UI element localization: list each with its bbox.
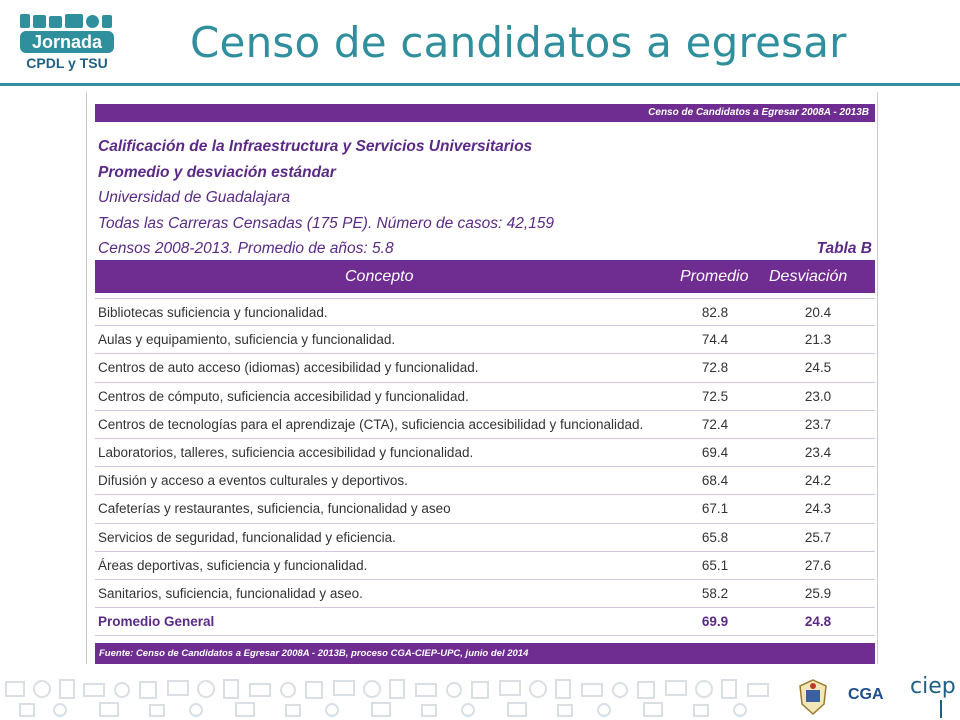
table-row: Difusión y acceso a eventos culturales y…	[95, 467, 875, 496]
table-row: Servicios de seguridad, funcionalidad y …	[95, 524, 875, 552]
row-concept: Áreas deportivas, suficiencia y funciona…	[98, 557, 368, 573]
row-promedio: 65.8	[701, 529, 729, 545]
row-promedio: 74.4	[701, 332, 729, 348]
table-row: Aulas y equipamiento, suficiencia y func…	[95, 326, 875, 355]
book-icon	[102, 15, 112, 28]
logo-jornada: Jornada	[20, 31, 114, 53]
row-promedio: 69.4	[701, 444, 729, 460]
table-header: Concepto Promedio Desviación	[95, 260, 875, 293]
row-concept: Difusión y acceso a eventos culturales y…	[98, 473, 408, 489]
table-info-block: Calificación de la Infraestructura y Ser…	[98, 134, 874, 262]
row-promedio: 82.8	[701, 305, 729, 320]
header-divider	[0, 83, 960, 86]
row-desviacion: 25.9	[804, 585, 832, 601]
row-desviacion: 23.7	[804, 416, 832, 432]
jornada-logo: Jornada CPDL y TSU	[20, 8, 120, 74]
decorative-icon-pattern	[5, 679, 769, 717]
row-promedio: 67.1	[701, 501, 729, 517]
info-cases: Todas las Carreras Censadas (175 PE). Nú…	[98, 214, 555, 232]
row-concept: Sanitarios, suficiencia, funcionalidad y…	[98, 585, 363, 601]
total-promedio: 69.9	[701, 614, 729, 630]
table-row: Centros de auto acceso (idiomas) accesib…	[95, 354, 875, 383]
row-concept: Bibliotecas suficiencia y funcionalidad.	[98, 305, 328, 320]
row-concept: Centros de auto acceso (idiomas) accesib…	[98, 360, 479, 376]
logo-cpdl-tsu: CPDL y TSU	[26, 55, 108, 71]
row-desviacion: 27.6	[804, 557, 832, 573]
grid-icon	[33, 15, 46, 28]
row-promedio: 72.8	[701, 360, 729, 376]
tabla-label: Tabla B	[816, 240, 872, 257]
table-row: Cafeterías y restaurantes, suficiencia, …	[95, 495, 875, 524]
building-icon	[20, 14, 30, 28]
table-row: Bibliotecas suficiencia y funcionalidad.…	[95, 298, 875, 327]
table-row-total: Promedio General 69.9 24.8	[95, 608, 875, 637]
university-seal-icon	[799, 679, 827, 716]
row-concept: Aulas y equipamiento, suficiencia y func…	[98, 332, 396, 348]
table-row: Laboratorios, talleres, suficiencia acce…	[95, 439, 875, 468]
table-row: Centros de cómputo, suficiencia accesibi…	[95, 383, 875, 411]
row-desviacion: 24.2	[804, 473, 832, 489]
row-desviacion: 24.3	[804, 501, 832, 517]
row-concept: Centros de tecnologías para el aprendiza…	[98, 416, 644, 432]
row-concept: Centros de cómputo, suficiencia accesibi…	[98, 388, 469, 404]
logo-icons	[20, 8, 120, 28]
row-promedio: 68.4	[701, 473, 729, 489]
ciep-logo: ciep	[910, 674, 956, 699]
row-desviacion: 21.3	[804, 332, 832, 348]
ciep-logo-stem	[940, 700, 942, 718]
info-title: Calificación de la Infraestructura y Ser…	[98, 138, 533, 155]
column-header-promedio: Promedio	[680, 268, 749, 285]
row-promedio: 65.1	[701, 557, 729, 573]
row-desviacion: 20.4	[804, 305, 832, 320]
table-body: Bibliotecas suficiencia y funcionalidad.…	[95, 298, 875, 637]
info-years-text: Censos 2008-2013. Promedio de años: 5.8	[98, 240, 394, 257]
total-concept: Promedio General	[98, 614, 215, 630]
monitor-icon	[65, 14, 83, 28]
document-top-band: Censo de Candidatos a Egresar 2008A - 20…	[95, 104, 875, 122]
info-university: Universidad de Guadalajara	[98, 189, 291, 206]
table-row: Sanitarios, suficiencia, funcionalidad y…	[95, 580, 875, 609]
clock-icon	[86, 15, 99, 28]
column-header-desviacion: Desviación	[769, 268, 848, 285]
row-promedio: 72.5	[701, 388, 729, 404]
info-subtitle: Promedio y desviación estándar	[98, 163, 336, 181]
row-concept: Laboratorios, talleres, suficiencia acce…	[98, 444, 474, 460]
source-footnote: Fuente: Censo de Candidatos a Egresar 20…	[95, 643, 875, 664]
cga-logo: CGA	[848, 686, 884, 703]
page-title: Censo de candidatos a egresar	[190, 18, 847, 67]
row-promedio: 72.4	[701, 416, 729, 432]
row-desviacion: 23.0	[804, 388, 832, 404]
table-row: Áreas deportivas, suficiencia y funciona…	[95, 552, 875, 580]
row-concept: Cafeterías y restaurantes, suficiencia, …	[98, 501, 451, 517]
info-years: Censos 2008-2013. Promedio de años: 5.8 …	[98, 236, 874, 262]
row-promedio: 58.2	[701, 585, 729, 601]
total-desviacion: 24.8	[804, 614, 832, 630]
calendar-icon	[49, 16, 62, 28]
row-concept: Servicios de seguridad, funcionalidad y …	[98, 529, 396, 545]
row-desviacion: 23.4	[804, 444, 832, 460]
row-desviacion: 25.7	[804, 529, 832, 545]
table-row: Centros de tecnologías para el aprendiza…	[95, 411, 875, 439]
census-table-document: Censo de Candidatos a Egresar 2008A - 20…	[86, 92, 878, 664]
column-header-concepto: Concepto	[345, 268, 414, 285]
row-desviacion: 24.5	[804, 360, 832, 376]
